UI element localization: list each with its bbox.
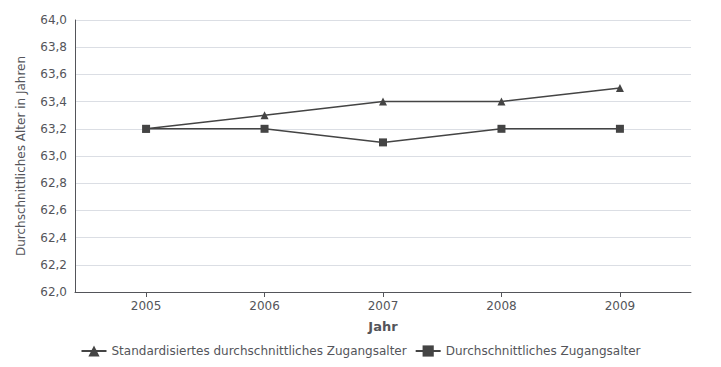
svg-text:63,4: 63,4 bbox=[40, 95, 67, 109]
svg-text:62,8: 62,8 bbox=[40, 176, 67, 190]
svg-text:63,6: 63,6 bbox=[40, 67, 67, 81]
svg-text:2007: 2007 bbox=[368, 299, 399, 313]
svg-text:2008: 2008 bbox=[486, 299, 517, 313]
svg-text:Standardisiertes durchschnittl: Standardisiertes durchschnittliches Zuga… bbox=[111, 344, 406, 358]
svg-text:64,0: 64,0 bbox=[40, 13, 67, 27]
svg-text:Durchschnittliches Alter in Ja: Durchschnittliches Alter in Jahren bbox=[14, 56, 28, 256]
svg-text:63,8: 63,8 bbox=[40, 40, 67, 54]
svg-text:Durchschnittliches Zugangsalte: Durchschnittliches Zugangsalter bbox=[446, 344, 641, 358]
svg-text:63,0: 63,0 bbox=[40, 149, 67, 163]
svg-text:62,4: 62,4 bbox=[40, 231, 67, 245]
svg-text:2006: 2006 bbox=[249, 299, 280, 313]
svg-text:62,2: 62,2 bbox=[40, 258, 67, 272]
svg-text:62,0: 62,0 bbox=[40, 285, 67, 299]
svg-text:2005: 2005 bbox=[131, 299, 162, 313]
svg-text:Jahr: Jahr bbox=[367, 319, 398, 334]
svg-text:63,2: 63,2 bbox=[40, 122, 67, 136]
svg-text:2009: 2009 bbox=[605, 299, 636, 313]
svg-text:62,6: 62,6 bbox=[40, 203, 67, 217]
